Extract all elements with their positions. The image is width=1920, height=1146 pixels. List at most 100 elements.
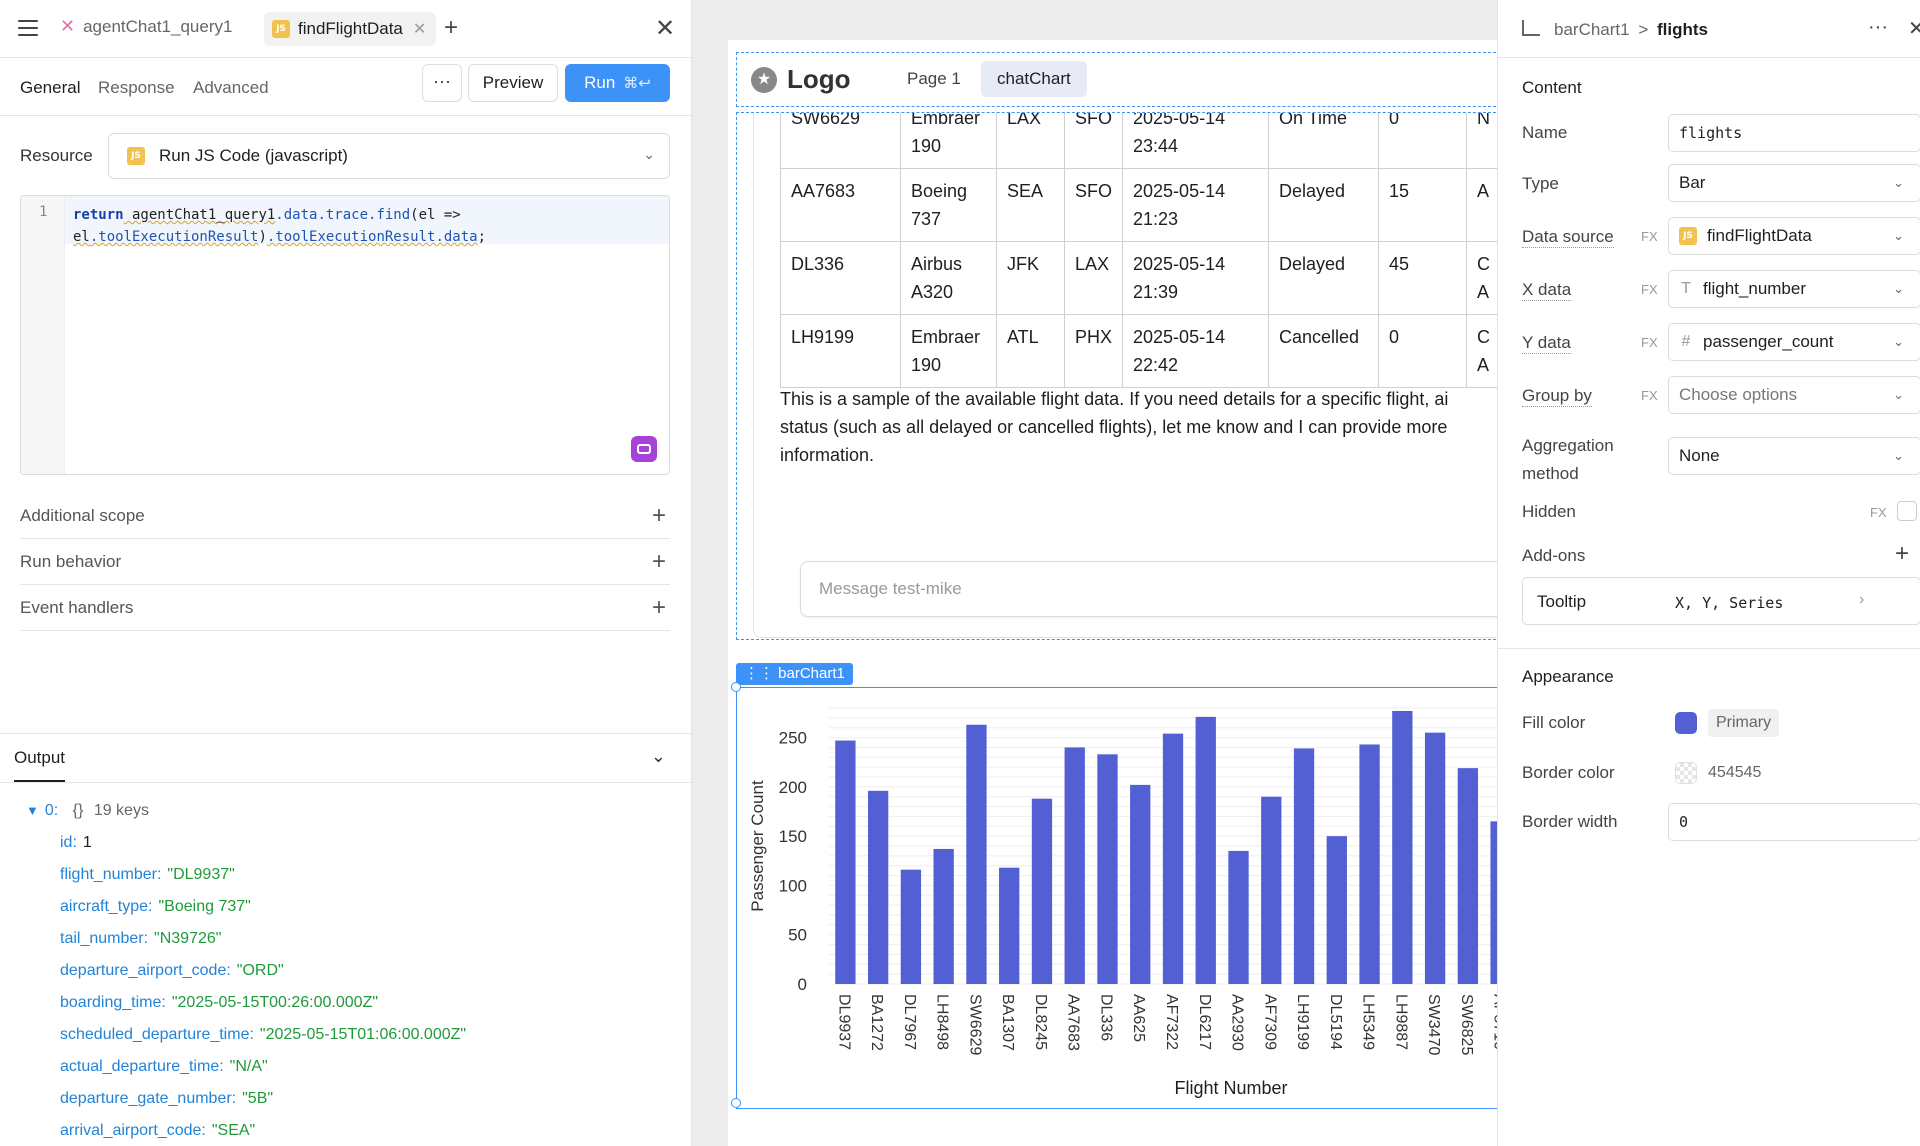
message-input[interactable]: Message test-mike: [800, 561, 1497, 617]
groupby-select[interactable]: Choose options ⌄: [1668, 376, 1920, 414]
addons-label: Add-ons: [1522, 546, 1586, 565]
code-editor[interactable]: 1 return agentChat1_query1.data.trace.fi…: [20, 195, 670, 475]
table-cell: N: [1466, 113, 1497, 169]
nav-page1[interactable]: Page 1: [907, 69, 961, 88]
header-frame[interactable]: ★ Logo Page 1 chatChart: [736, 52, 1497, 107]
tree-field: tail_number: "N39726": [26, 928, 466, 960]
hidden-checkbox[interactable]: [1897, 501, 1917, 521]
tab-findflightdata[interactable]: JS findFlightData ✕: [264, 12, 437, 46]
table-cell: ATL: [996, 314, 1065, 388]
content-section-title: Content: [1522, 78, 1582, 97]
preview-button[interactable]: Preview: [468, 64, 558, 102]
run-button[interactable]: Run ⌘↩: [565, 64, 670, 102]
border-color-value[interactable]: 454545: [1708, 764, 1762, 781]
breadcrumb-parent[interactable]: barChart1: [1554, 20, 1630, 39]
table-cell: On Time: [1268, 113, 1380, 169]
bar: [1097, 754, 1118, 984]
fill-color-swatch[interactable]: [1675, 712, 1697, 734]
aggregation-value: None: [1679, 446, 1720, 465]
bar: [1293, 748, 1315, 984]
chevron-down-icon: ⌄: [1893, 228, 1904, 243]
x-tick-label: DL7967: [901, 994, 918, 1050]
fx-toggle[interactable]: FX: [1641, 388, 1658, 403]
breadcrumb-separator: >: [1638, 20, 1649, 39]
run-behavior-section[interactable]: Run behavior +: [20, 539, 670, 585]
event-handlers-section[interactable]: Event handlers +: [20, 585, 670, 631]
additional-scope-section[interactable]: Additional scope +: [20, 493, 670, 539]
breadcrumb-current: flights: [1657, 20, 1709, 39]
fill-color-value[interactable]: Primary: [1708, 709, 1780, 737]
expand-triangle-icon[interactable]: ▼: [26, 803, 39, 818]
add-addon-icon[interactable]: +: [1895, 540, 1910, 567]
datasource-label: Data source: [1522, 227, 1614, 248]
table-cell: 2025-05-14 22:42: [1122, 314, 1270, 388]
tooltip-addon[interactable]: Tooltip X, Y, Series ›: [1522, 577, 1920, 625]
bar: [1392, 710, 1413, 984]
x-tick-label: SW6825: [1458, 994, 1475, 1055]
border-width-label: Border width: [1522, 812, 1618, 831]
plus-icon[interactable]: +: [651, 547, 666, 575]
component-tag[interactable]: ⋮⋮ barChart1: [736, 663, 853, 685]
close-icon[interactable]: ✕: [1908, 18, 1920, 40]
border-width-value: 0: [1679, 813, 1689, 831]
line-gutter: 1: [21, 196, 65, 474]
bar-chart-component[interactable]: 0 50 100 150 200 250 DL9937 BA1272 DL7967 LH8498 S…: [731, 682, 1497, 1109]
add-tab-icon[interactable]: +: [444, 14, 459, 41]
inspector-panel: barChart1 > flights ··· ✕ Content Name f…: [1497, 0, 1920, 1146]
x-tick-label: AF8710: [1491, 994, 1497, 1050]
datasource-select[interactable]: JS findFlightData ⌄: [1668, 217, 1920, 255]
table-cell: LH9199: [780, 314, 901, 388]
name-input[interactable]: flights: [1668, 114, 1920, 152]
groupby-placeholder: Choose options: [1679, 385, 1798, 404]
plus-icon[interactable]: +: [651, 501, 666, 529]
tree-field: boarding_time: "2025-05-15T00:26:00.000Z": [26, 992, 466, 1024]
border-color-swatch[interactable]: [1675, 762, 1697, 784]
ai-assist-icon[interactable]: [631, 436, 657, 462]
table-cell: DL336: [780, 241, 901, 315]
more-options-button[interactable]: ···: [422, 64, 462, 102]
plus-icon[interactable]: +: [651, 593, 666, 621]
resize-handle[interactable]: [731, 1098, 741, 1108]
tree-root[interactable]: ▼ 0: {} 19 keys: [26, 800, 466, 832]
type-select[interactable]: Bar ⌄: [1668, 164, 1920, 202]
tab-general[interactable]: General: [20, 78, 81, 97]
tab-output[interactable]: Output: [14, 748, 66, 782]
tree-key: flight_number:: [60, 866, 162, 883]
tree-field: departure_gate_number: "5B": [26, 1088, 466, 1120]
fx-toggle[interactable]: FX: [1641, 282, 1658, 297]
fx-toggle[interactable]: FX: [1641, 229, 1658, 244]
close-tab-icon[interactable]: ✕: [412, 21, 427, 38]
more-options-icon[interactable]: ···: [1868, 16, 1888, 38]
resource-select[interactable]: JS Run JS Code (javascript) ⌄: [108, 133, 670, 179]
name-label: Name: [1522, 123, 1568, 142]
tree-field: flight_number: "DL9937": [26, 864, 466, 896]
tree-field: id: 1: [26, 832, 466, 864]
bar: [1457, 768, 1479, 984]
name-value: flights: [1679, 124, 1743, 142]
bar: [1130, 784, 1151, 984]
fx-toggle[interactable]: FX: [1641, 335, 1658, 350]
chevron-down-icon[interactable]: ⌄: [650, 746, 666, 766]
resize-handle[interactable]: [731, 682, 741, 692]
x-tick-label: DL5194: [1327, 994, 1344, 1050]
js-icon: JS: [272, 20, 290, 38]
agent-chat-frame[interactable]: SW6629 Embraer 190 LAX SFO 2025-05-14 23:44 O…: [736, 112, 1497, 640]
menu-icon[interactable]: [18, 20, 38, 36]
y-axis-label: Passenger Count: [748, 780, 767, 912]
type-label: Type: [1522, 174, 1559, 193]
aggregation-label-line: Aggregation: [1522, 436, 1614, 455]
divider: [1498, 648, 1920, 649]
tab-agentchat1-query1[interactable]: ✕ agentChat1_query1: [60, 16, 232, 37]
breadcrumb: barChart1 > flights: [1554, 20, 1708, 40]
tab-response[interactable]: Response: [98, 78, 175, 97]
fx-toggle[interactable]: FX: [1870, 505, 1887, 520]
tab-advanced[interactable]: Advanced: [193, 78, 269, 97]
nav-chatchart[interactable]: chatChart: [981, 61, 1087, 97]
query-subtabs: General Response Advanced: [0, 58, 692, 116]
ydata-select[interactable]: # passenger_count ⌄: [1668, 323, 1920, 361]
key-count: 19 keys: [93, 802, 149, 819]
aggregation-select[interactable]: None ⌄: [1668, 437, 1920, 475]
close-panel-icon[interactable]: ✕: [655, 15, 676, 42]
border-width-input[interactable]: 0: [1668, 803, 1920, 841]
